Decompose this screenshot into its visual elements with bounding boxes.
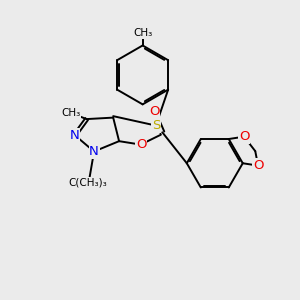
- Text: N: N: [70, 129, 80, 142]
- Text: S: S: [152, 119, 160, 132]
- Text: C(CH₃)₃: C(CH₃)₃: [69, 177, 107, 188]
- Text: CH₃: CH₃: [133, 28, 152, 38]
- Text: N: N: [89, 145, 99, 158]
- Text: O: O: [239, 130, 249, 143]
- Text: O: O: [149, 105, 160, 118]
- Text: O: O: [253, 159, 263, 172]
- Text: CH₃: CH₃: [61, 108, 80, 118]
- Text: O: O: [136, 138, 146, 151]
